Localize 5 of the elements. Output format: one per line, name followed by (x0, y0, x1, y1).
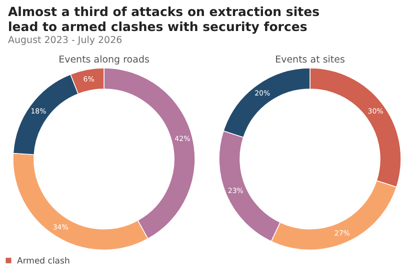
legend-label: Armed clash (17, 256, 70, 266)
chart-title: Events along roads (58, 54, 150, 66)
text: Almost a third of attacks on extraction sites lead to armed clashes with security forces (8, 4, 321, 34)
chart-title: Events at sites (275, 54, 345, 66)
text: August 2023 - July 2026 (8, 35, 124, 46)
